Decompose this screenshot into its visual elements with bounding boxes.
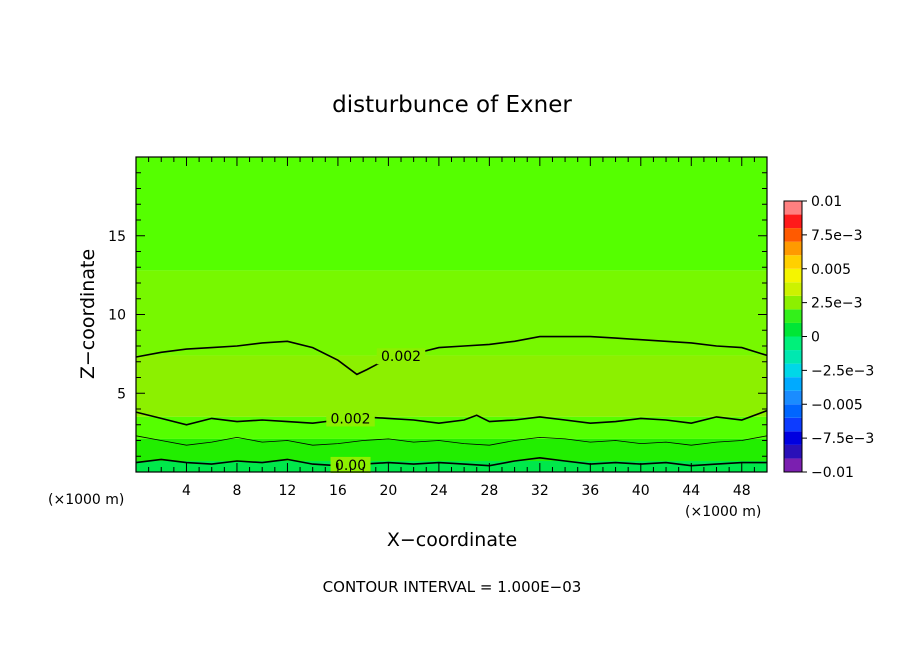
- x-tick-label: 8: [232, 483, 241, 499]
- colorbar-tick-label: 2.5e−3: [811, 296, 863, 312]
- field-band-2: [136, 355, 767, 417]
- colorbar-level-8: [784, 350, 802, 364]
- x-tick-label: 4: [182, 483, 191, 499]
- colorbar-level-11: [784, 309, 802, 323]
- x-tick-label: 48: [733, 483, 751, 499]
- colorbar-level-10: [784, 322, 802, 337]
- colorbar-level-6: [784, 377, 802, 391]
- contour-line-2: [135, 435, 768, 446]
- y-axis-label: Z−coordinate: [77, 249, 99, 379]
- colorbar-level-15: [784, 255, 802, 269]
- colorbar-tick-label: 7.5e−3: [811, 228, 863, 244]
- colorbar-level-13: [784, 282, 802, 296]
- x-tick-label: 32: [531, 483, 549, 499]
- field-band-4: [136, 438, 767, 461]
- colorbar-level-4: [784, 404, 802, 418]
- colorbar-level-9: [784, 336, 802, 351]
- colorbar-level-0: [784, 458, 802, 472]
- colorbar-level-18: [784, 214, 802, 229]
- colorbar-level-7: [784, 363, 802, 378]
- chart-title: disturbunce of Exner: [332, 92, 572, 118]
- colorbar-level-17: [784, 228, 802, 242]
- colorbar: 0.01 7.5e−3 0.005 2.5e−3 0 −2.5e−3 −0.005 −7.5e…: [783, 194, 874, 481]
- field-band-0: [136, 157, 767, 271]
- x-tick-label: 44: [682, 483, 700, 499]
- y-tick-label: 15: [108, 229, 126, 245]
- colorbar-tick-label: 0.01: [811, 194, 842, 210]
- contour-interval-note: CONTOUR INTERVAL = 1.000E−03: [323, 578, 582, 596]
- y-tick-label: 5: [117, 386, 126, 402]
- colorbar-level-14: [784, 268, 802, 283]
- colorbar-level-2: [784, 431, 802, 445]
- colorbar-level-19: [784, 201, 802, 215]
- x-tick-label: 40: [632, 483, 650, 499]
- contour-label-bg-1: [326, 410, 375, 427]
- field-band-5: [136, 460, 767, 472]
- contour-label-0: 0.002: [381, 349, 421, 365]
- colorbar-tick-label: −7.5e−3: [811, 431, 874, 447]
- x-tick-label: 12: [279, 483, 297, 499]
- contour-label-1: 0.002: [330, 411, 370, 427]
- x-unit-label-right: (×1000 m): [685, 504, 761, 520]
- colorbar-level-3: [784, 417, 802, 432]
- field-band-1: [136, 270, 767, 356]
- colorbar-tick-label: 0: [811, 330, 820, 346]
- x-tick-label: 20: [379, 483, 397, 499]
- colorbar-tick-label: −0.01: [811, 465, 854, 481]
- contour-line-0: [135, 335, 768, 376]
- colorbar-level-5: [784, 390, 802, 405]
- colorbar-tick-label: 0.005: [811, 262, 851, 278]
- contour-line-3: [135, 456, 767, 467]
- x-tick-label: 36: [581, 483, 599, 499]
- x-tick-label: 16: [329, 483, 347, 499]
- contour-label-bg-0: [376, 348, 426, 365]
- contour-label-bg-3: [330, 456, 371, 473]
- colorbar-level-1: [784, 444, 802, 459]
- colorbar-tick-label: −2.5e−3: [811, 363, 874, 379]
- x-axis-label: X−coordinate: [387, 529, 517, 551]
- contour-label-3: 0.00: [335, 458, 366, 474]
- x-tick-label: 24: [430, 483, 448, 499]
- colorbar-tick-label: −0.005: [811, 397, 863, 413]
- colorbar-level-12: [784, 295, 802, 310]
- contour-line-1: [135, 409, 768, 426]
- colorbar-level-16: [784, 241, 802, 256]
- y-tick-label: 10: [108, 308, 126, 324]
- x-unit-label-left: (×1000 m): [48, 492, 124, 508]
- x-tick-label: 28: [480, 483, 498, 499]
